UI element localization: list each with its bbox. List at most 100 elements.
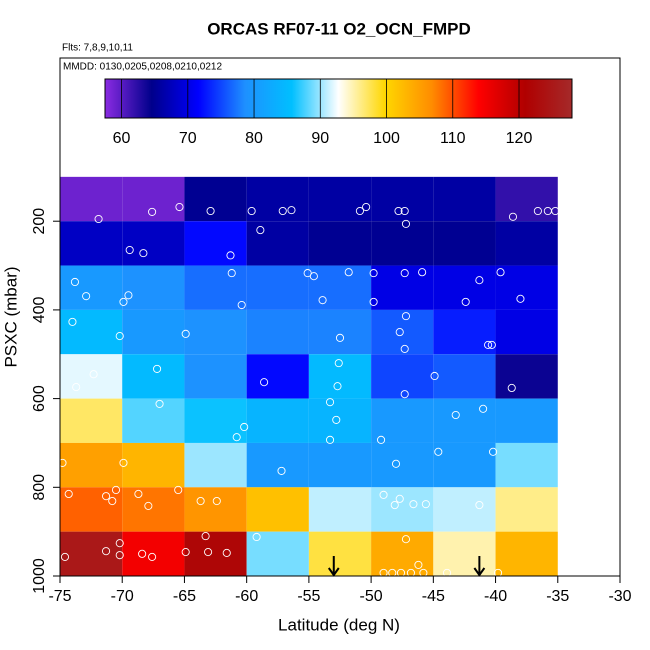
- cell: [495, 265, 558, 310]
- point: [533, 206, 542, 216]
- cell: [495, 487, 558, 532]
- point: [68, 317, 77, 326]
- point: [227, 269, 236, 278]
- cell: [495, 531, 558, 576]
- cell: [246, 354, 309, 399]
- cell: [308, 487, 372, 532]
- point: [70, 277, 79, 287]
- point: [489, 447, 498, 456]
- x-tick-label: -35: [546, 588, 569, 605]
- point: [115, 539, 124, 548]
- point: [232, 433, 241, 442]
- cell: [495, 442, 558, 488]
- point: [256, 226, 265, 235]
- cell: [308, 176, 372, 222]
- point: [278, 206, 287, 216]
- cell: [184, 265, 247, 310]
- y-tick-label: 800: [31, 474, 48, 501]
- point: [394, 206, 403, 216]
- point: [108, 496, 117, 506]
- axes: -75 -70 -65 -60 -55 -50 -45 -40 -35 -30 200 400 600 8…: [31, 208, 631, 605]
- x-tick-label: -65: [173, 588, 196, 605]
- point: [496, 268, 505, 277]
- y-tick-label: 400: [31, 296, 48, 323]
- cell: [184, 487, 247, 532]
- cell: [246, 176, 309, 222]
- cell: [184, 398, 247, 443]
- x-axis-title: Latitude (deg N): [278, 615, 400, 634]
- x-tick-label: -55: [297, 588, 320, 605]
- cell: [122, 309, 185, 355]
- point: [148, 207, 157, 216]
- point: [101, 547, 111, 556]
- point: [204, 548, 213, 557]
- point: [101, 492, 111, 501]
- point: [64, 489, 73, 499]
- cell: [246, 531, 309, 576]
- cell: [433, 354, 496, 399]
- cell: [246, 221, 309, 266]
- cell: [246, 309, 309, 355]
- cell: [184, 176, 247, 222]
- point: [430, 371, 439, 381]
- colorbar-tick-label: 100: [373, 130, 400, 147]
- cell: [308, 265, 372, 310]
- point: [475, 276, 484, 285]
- point: [252, 532, 261, 542]
- cell: [371, 176, 434, 222]
- x-tick-label: -60: [235, 588, 258, 605]
- point: [400, 344, 409, 353]
- point: [414, 560, 423, 569]
- plot-frame: [59, 57, 621, 577]
- cell: [60, 221, 123, 266]
- cell: [371, 398, 434, 443]
- cell: [246, 398, 309, 443]
- cell: [246, 442, 309, 488]
- cell: [184, 354, 247, 399]
- cell: [433, 442, 496, 488]
- arrow: [473, 556, 486, 577]
- point: [240, 422, 249, 432]
- cell: [184, 221, 247, 266]
- point: [119, 297, 128, 306]
- point: [551, 206, 560, 216]
- points: [58, 202, 560, 577]
- point: [148, 552, 157, 561]
- chart-title: ORCAS RF07-11 O2_OCN_FMPD: [207, 19, 471, 38]
- point: [418, 268, 427, 277]
- cell: [184, 531, 247, 576]
- cell: [60, 176, 123, 222]
- point: [175, 202, 184, 212]
- cell: [246, 265, 309, 310]
- point: [237, 300, 246, 310]
- point: [487, 340, 496, 349]
- x-tick-label: -40: [484, 588, 507, 605]
- cell: [184, 309, 247, 355]
- cell: [122, 265, 185, 310]
- point: [421, 500, 430, 509]
- point: [401, 535, 411, 544]
- point: [226, 251, 235, 260]
- cell: [308, 531, 372, 576]
- point: [400, 390, 409, 399]
- cell: [60, 398, 123, 443]
- point: [174, 485, 183, 495]
- point: [507, 383, 516, 393]
- point: [139, 249, 148, 258]
- heatmap: [60, 176, 558, 576]
- point: [115, 551, 124, 560]
- point: [287, 206, 296, 215]
- cell: [122, 398, 185, 443]
- point: [153, 364, 162, 373]
- point: [335, 333, 345, 342]
- cell: [308, 221, 372, 266]
- point: [332, 415, 341, 424]
- point: [390, 500, 399, 510]
- y-axis-title: PSXC (mbar): [1, 266, 20, 367]
- cell: [433, 176, 496, 222]
- point: [260, 378, 269, 387]
- y-tick-label: 200: [31, 208, 48, 235]
- point: [119, 458, 128, 467]
- cell: [122, 176, 185, 222]
